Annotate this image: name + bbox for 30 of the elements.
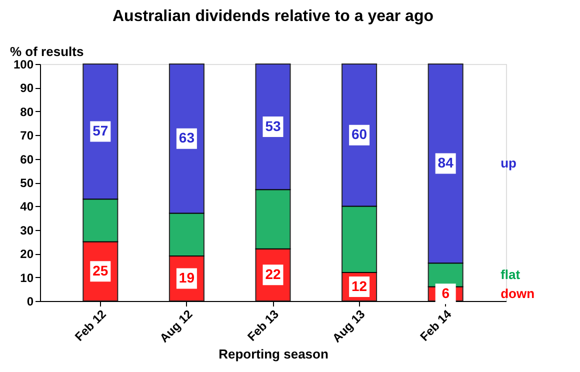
data-label: 6 [442, 284, 450, 301]
data-label: 53 [265, 118, 281, 134]
y-tick-label: 80 [20, 104, 34, 119]
text: up [500, 156, 517, 171]
data-label: 57 [92, 122, 108, 139]
chart-title: Australian dividends relative to a year ago [112, 8, 434, 25]
data-label: 63 [178, 130, 195, 146]
y-tick-label: 70 [20, 128, 34, 143]
x-tick-label: Feb 14 [417, 306, 454, 344]
data-label: 25 [92, 262, 108, 278]
y-tick-label: 20 [20, 247, 34, 262]
y-tick-label: 0 [26, 294, 34, 308]
y-tick-label: 90 [20, 81, 34, 96]
text: flat [500, 266, 521, 282]
data-label: 19 [178, 269, 195, 286]
y-tick-label: 40 [20, 200, 34, 214]
y-tick-label: 100 [13, 58, 34, 72]
data-label: 22 [265, 266, 281, 282]
x-axis-title: Reporting season [218, 346, 328, 362]
data-label: 84 [438, 154, 454, 171]
y-tick-label: 30 [20, 223, 34, 238]
y-axis-title: % of results [10, 44, 84, 59]
data-label: 60 [352, 126, 368, 142]
text: down [500, 286, 535, 301]
x-tick-label: Feb 13 [244, 306, 282, 344]
data-label: 12 [352, 278, 368, 294]
y-tick-label: 60 [20, 152, 34, 166]
y-tick-label: 50 [20, 176, 34, 190]
x-tick-label: Feb 12 [72, 306, 110, 344]
y-tick-label: 10 [20, 270, 34, 285]
